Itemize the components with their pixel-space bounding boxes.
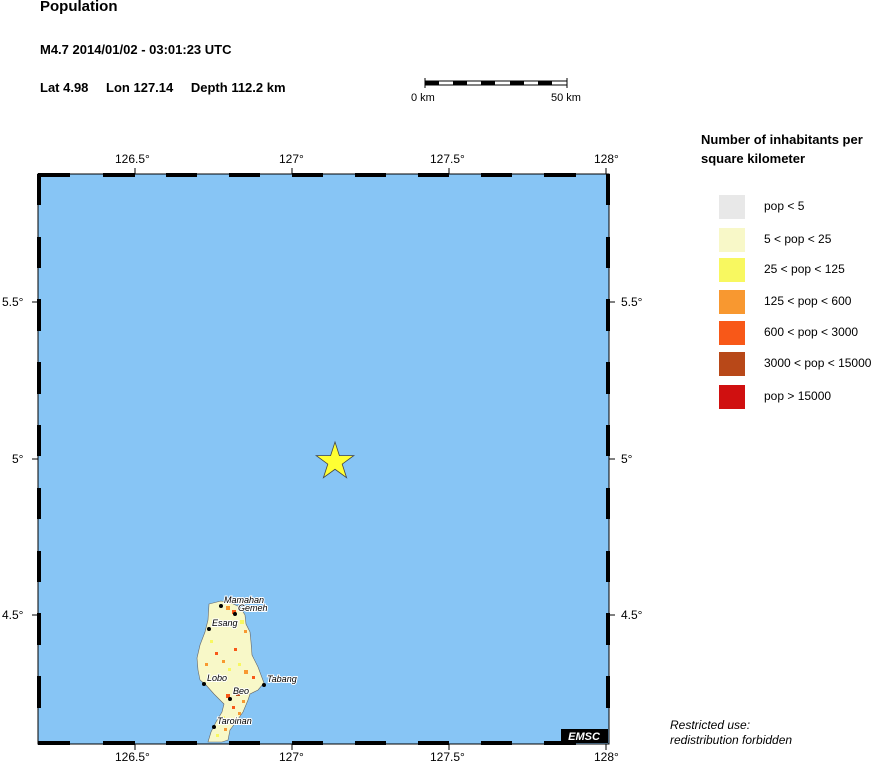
epicenter-star-icon [314,440,356,479]
legend-item: pop > 15000 [719,385,887,409]
place-label: Taroinan [217,716,252,726]
map-frame [32,168,615,750]
legend-swatch [719,228,745,252]
legend-swatch [719,290,745,314]
place-label: Lobo [207,673,227,683]
legend-swatch [719,195,745,219]
depth-value: Depth 112.2 km [190,80,286,95]
legend-item: 125 < pop < 600 [719,290,887,314]
legend-label: 125 < pop < 600 [764,294,852,308]
place-label: Beo [233,686,249,696]
scale-start-label: 0 km [411,92,435,104]
place-label: Esang [212,618,238,628]
legend-item: 5 < pop < 25 [719,228,887,252]
lon-tick-bottom-3: 127.5° [430,750,465,764]
legend-label: 3000 < pop < 15000 [764,356,872,370]
lon-tick-bottom-4: 128° [594,750,619,764]
legend-swatch [719,352,745,376]
legend-label: pop > 15000 [764,389,832,403]
place-label: Tabang [267,674,297,684]
legend-label: 600 < pop < 3000 [764,325,859,339]
lon-tick-top-2: 127° [279,152,304,166]
lat-tick-left-1: 5.5° [2,295,24,309]
restriction-line-1: Restricted use: [670,718,751,732]
legend-item: 600 < pop < 3000 [719,321,887,345]
legend-title: Number of inhabitants per square kilomet… [701,132,863,166]
lat-tick-right-2: 5° [621,452,633,466]
legend-swatch [719,321,745,345]
legend-label: 25 < pop < 125 [764,262,845,276]
lat-tick-left-2: 5° [12,452,24,466]
lon-tick-bottom-1: 126.5° [115,750,150,764]
legend-item: 25 < pop < 125 [719,258,887,282]
lat-tick-right-3: 4.5° [621,608,643,622]
legend-item: 3000 < pop < 15000 [719,352,887,376]
scale-bar [424,78,568,88]
page-title: Population [40,0,118,15]
longitude-value: Lon 127.14 [106,80,174,95]
legend-swatch [719,385,745,409]
population-cells [205,606,255,737]
legend-item: pop < 5 [719,195,887,219]
scale-end-label: 50 km [551,92,581,104]
emsc-watermark: EMSC [568,731,601,743]
legend-swatch [719,258,745,282]
island-landmass [196,600,265,743]
place-label: Gemeh [238,603,268,613]
lon-tick-bottom-2: 127° [279,750,304,764]
lon-tick-top-4: 128° [594,152,619,166]
restriction-line-2: redistribution forbidden [670,733,793,747]
latitude-value: Lat 4.98 [40,80,89,95]
legend-label: pop < 5 [764,199,805,213]
location-info: Lat 4.98 Lon 127.14 Depth 112.2 km [40,80,300,95]
emsc-watermark-box [561,729,608,743]
lat-tick-right-1: 5.5° [621,295,643,309]
lon-tick-top-1: 126.5° [115,152,150,166]
restriction-note: Restricted use: redistribution forbidden [670,718,792,748]
lat-tick-left-3: 4.5° [2,608,24,622]
legend-label: 5 < pop < 25 [764,232,832,246]
lon-tick-top-3: 127.5° [430,152,465,166]
event-info: M4.7 2014/01/02 - 03:01:23 UTC [40,42,232,57]
place-label: Mamahan [224,595,264,605]
